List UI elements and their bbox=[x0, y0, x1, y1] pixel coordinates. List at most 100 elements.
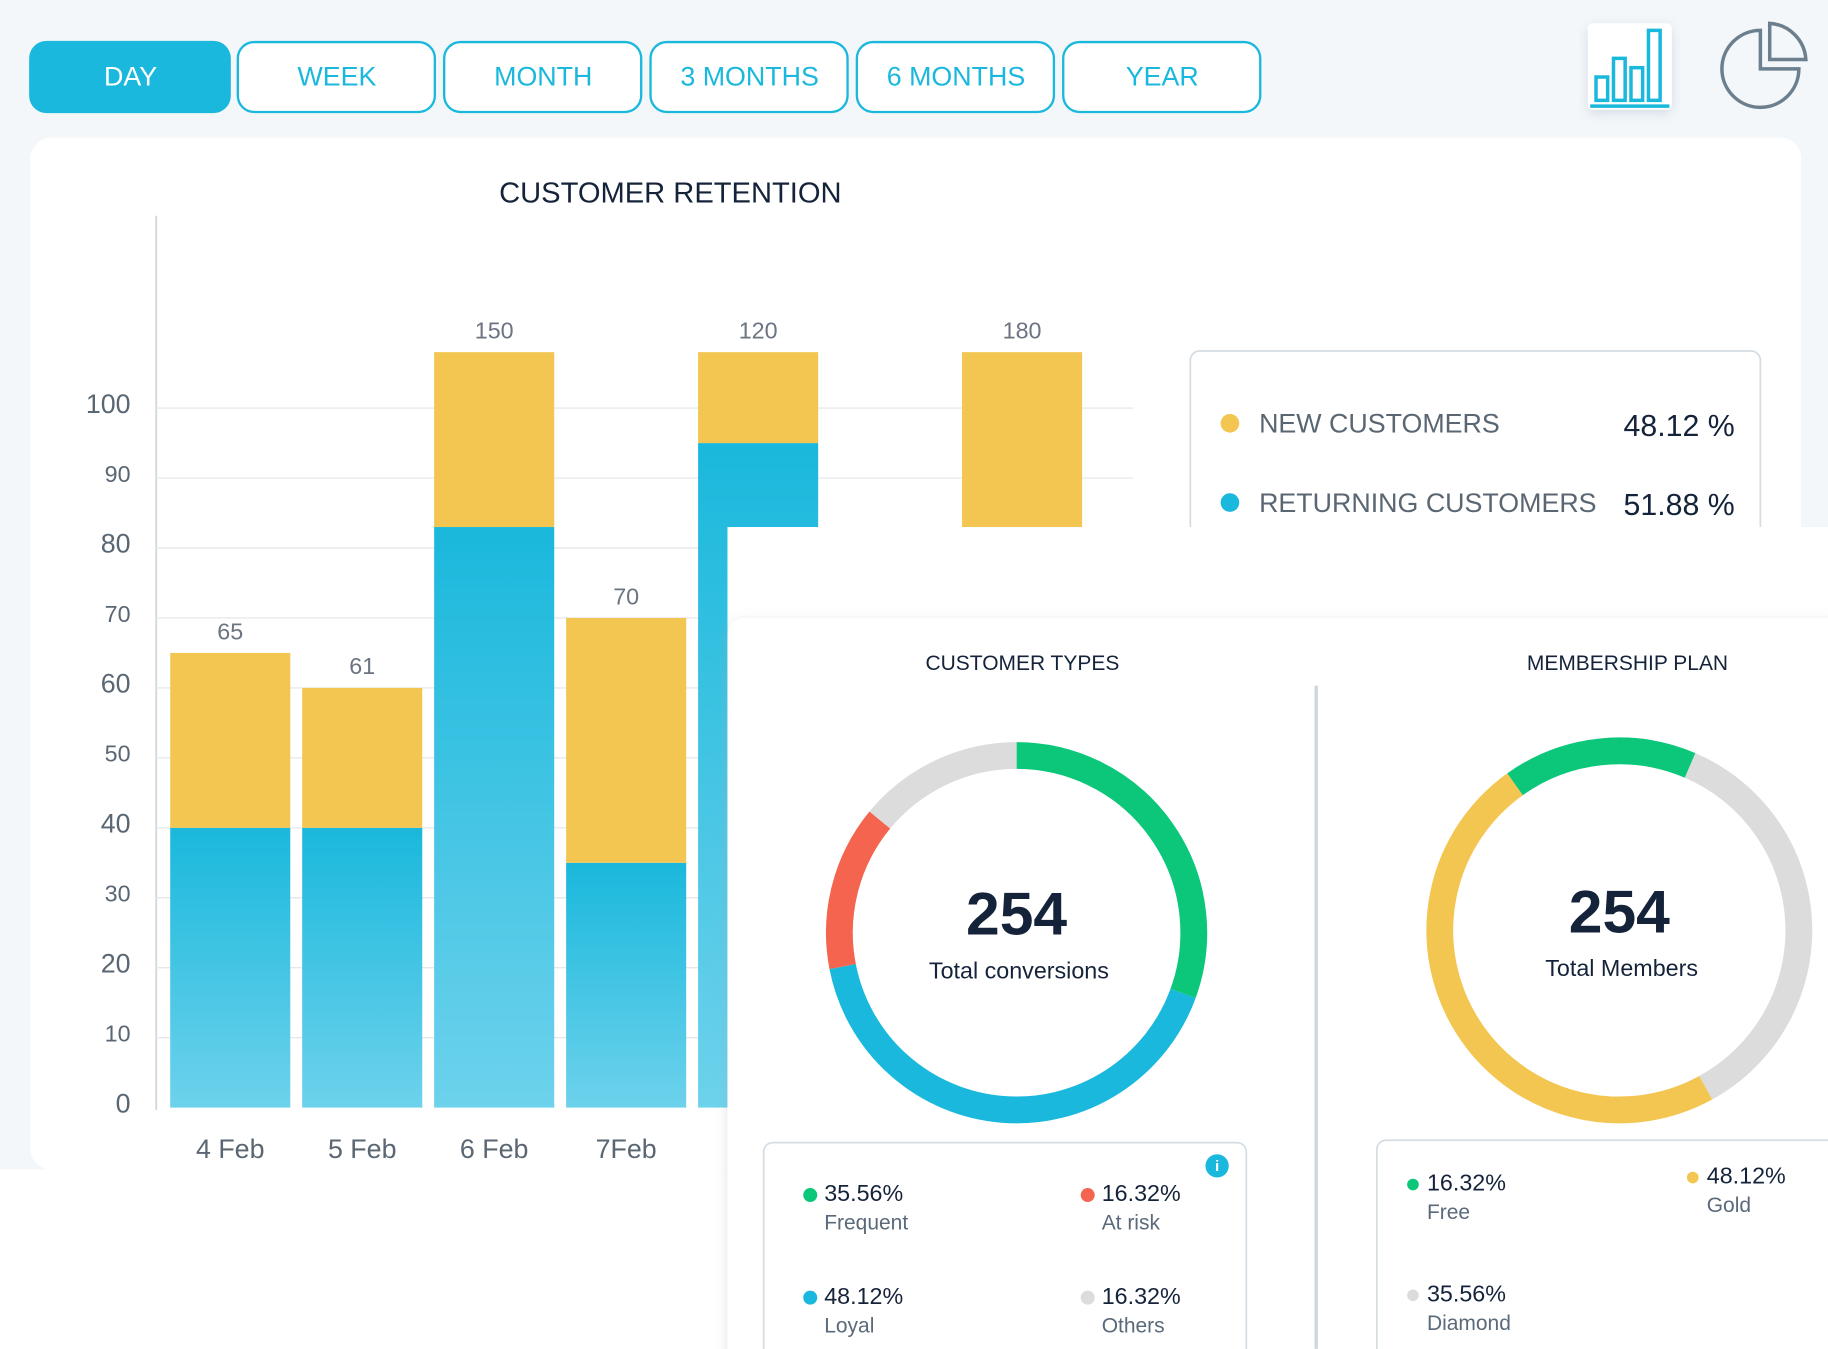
tab-button bbox=[29, 40, 231, 114]
legend-dot bbox=[1407, 1178, 1419, 1191]
legend-value: 16.32% bbox=[1102, 1180, 1181, 1206]
info-circle bbox=[1205, 1154, 1229, 1178]
legend-share: 51.88 % bbox=[1624, 489, 1735, 522]
bar-icon bbox=[1590, 28, 1670, 108]
legend-name: At risk bbox=[1102, 1212, 1161, 1235]
legend-dot bbox=[1220, 413, 1240, 433]
chart-title: CUSTOMER RETENTION bbox=[499, 177, 842, 209]
bar-segment bbox=[566, 617, 687, 863]
donut-segment bbox=[869, 742, 1017, 829]
tab[interactable]: DAY bbox=[29, 40, 231, 114]
legend-value: 48.12% bbox=[1707, 1163, 1786, 1189]
tab-label: 3 MONTHS bbox=[680, 61, 818, 91]
donut-segment bbox=[826, 811, 891, 970]
bar-total-label: 180 bbox=[1003, 317, 1042, 343]
legend-name: Loyal bbox=[824, 1314, 874, 1337]
bar-total-label: 150 bbox=[475, 317, 514, 343]
legend-name: Frequent bbox=[824, 1212, 908, 1235]
donut-segment bbox=[1426, 773, 1713, 1124]
legend-value: 35.56% bbox=[824, 1180, 903, 1206]
bar-segment bbox=[302, 687, 423, 828]
tab-button bbox=[443, 40, 643, 114]
legend-dot bbox=[803, 1188, 818, 1203]
bar-segment bbox=[962, 352, 1083, 528]
x-tick-label: 4 Feb bbox=[196, 1134, 265, 1164]
donut-total-label: Total Members bbox=[1545, 955, 1698, 981]
legend-dot bbox=[1220, 493, 1240, 512]
donut-segment bbox=[1684, 753, 1813, 1100]
donut-total: 254 bbox=[1569, 877, 1670, 945]
tab-label: 6 MONTHS bbox=[887, 61, 1025, 91]
x-tick-label: 6 Feb bbox=[460, 1134, 529, 1164]
donut-title: CUSTOMER TYPES bbox=[926, 652, 1120, 675]
tab[interactable]: 3 MONTHS bbox=[649, 40, 849, 114]
tab-label: DAY bbox=[104, 61, 157, 91]
legend-value: 48.12% bbox=[824, 1283, 903, 1309]
y-tick-label: 70 bbox=[105, 601, 131, 627]
y-tick-label: 30 bbox=[105, 881, 131, 907]
bar-segment bbox=[698, 352, 819, 444]
bar-segment bbox=[434, 527, 555, 1108]
bar-segment bbox=[170, 652, 291, 828]
tab[interactable]: YEAR bbox=[1062, 40, 1262, 114]
y-tick-label: 60 bbox=[101, 669, 131, 699]
donut-total: 254 bbox=[966, 880, 1067, 948]
tab-button bbox=[855, 40, 1056, 114]
x-tick-label: 5 Feb bbox=[328, 1134, 397, 1164]
y-tick-label: 0 bbox=[116, 1088, 131, 1118]
donut-segment bbox=[1016, 742, 1208, 999]
legend-value: 35.56% bbox=[1427, 1280, 1506, 1306]
membership-legend-box bbox=[1375, 1139, 1828, 1349]
donut-segment bbox=[829, 964, 1196, 1124]
y-tick-label: 80 bbox=[101, 529, 131, 559]
tab-button bbox=[1062, 40, 1262, 114]
y-tick-label: 100 bbox=[86, 389, 131, 419]
y-tick-label: 20 bbox=[101, 948, 131, 978]
legend-name: Gold bbox=[1707, 1194, 1751, 1217]
legend-share: 48.12 % bbox=[1624, 410, 1735, 443]
tab[interactable]: 6 MONTHS bbox=[855, 40, 1056, 114]
bar-total-label: 65 bbox=[217, 618, 243, 644]
tab-button bbox=[649, 40, 849, 114]
donut-title: MEMBERSHIP PLAN bbox=[1527, 652, 1728, 675]
bar-total-label: 61 bbox=[349, 653, 375, 679]
bar-segment bbox=[434, 352, 555, 528]
info-icon[interactable]: i bbox=[1205, 1154, 1229, 1178]
tab-label: YEAR bbox=[1126, 61, 1199, 91]
legend-dot bbox=[1080, 1290, 1095, 1305]
legend-name: NEW CUSTOMERS bbox=[1259, 409, 1500, 439]
y-tick-label: 10 bbox=[105, 1020, 131, 1046]
tab-label: MONTH bbox=[494, 61, 592, 91]
legend-name: RETURNING CUSTOMERS bbox=[1259, 488, 1596, 518]
legend-dot bbox=[1080, 1188, 1095, 1203]
tab[interactable]: WEEK bbox=[236, 40, 437, 114]
donut-segment bbox=[1507, 737, 1696, 796]
tab[interactable]: MONTH bbox=[443, 40, 643, 114]
legend-name: Free bbox=[1427, 1201, 1470, 1224]
tab-button bbox=[236, 40, 437, 114]
y-tick-label: 40 bbox=[101, 809, 131, 839]
bar-segment bbox=[302, 827, 423, 1108]
legend-dot bbox=[803, 1290, 818, 1305]
bar-segment bbox=[566, 862, 687, 1108]
types-legend-box bbox=[762, 1141, 1248, 1349]
x-tick-label: 7Feb bbox=[596, 1134, 657, 1164]
legend-value: 16.32% bbox=[1427, 1170, 1506, 1196]
y-tick-label: 90 bbox=[105, 461, 131, 487]
bar-segment bbox=[170, 827, 291, 1108]
legend-dot bbox=[1686, 1171, 1699, 1184]
bar-total-label: 120 bbox=[739, 317, 778, 343]
legend-name: Others bbox=[1102, 1314, 1165, 1337]
donut-total-label: Total conversions bbox=[929, 958, 1109, 984]
legend-name: Diamond bbox=[1427, 1312, 1511, 1335]
chart-type-icon[interactable] bbox=[1587, 23, 1672, 110]
y-tick-label: 50 bbox=[105, 741, 131, 767]
bar-total-label: 70 bbox=[613, 583, 639, 609]
legend-dot bbox=[1407, 1289, 1419, 1302]
info-glyph: i bbox=[1215, 1158, 1219, 1175]
pie-icon[interactable] bbox=[1720, 21, 1808, 110]
legend-value: 16.32% bbox=[1102, 1283, 1181, 1309]
tab-label: WEEK bbox=[297, 61, 376, 91]
